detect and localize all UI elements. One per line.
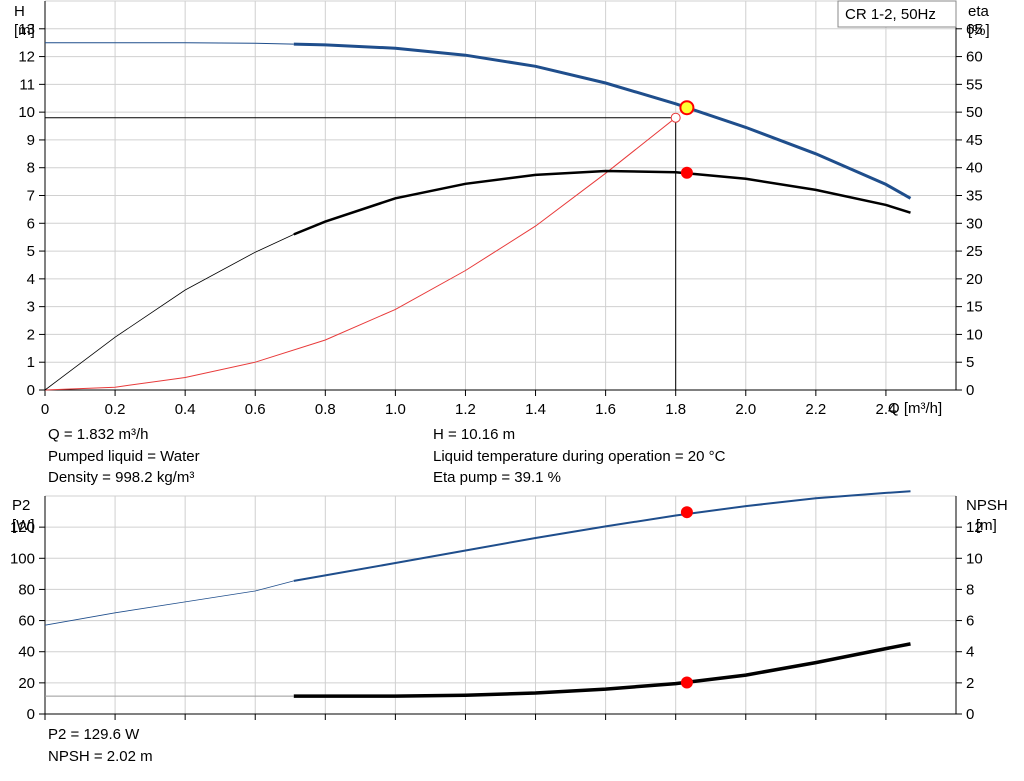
npsh-operating-point <box>680 676 693 689</box>
p2-curve-extrapolated <box>44 580 294 626</box>
chart-title: CR 1-2, 50Hz <box>845 6 936 23</box>
eta-curve-extrapolated <box>44 234 294 391</box>
q-axis-title: Q [m³/h] <box>888 400 942 417</box>
top-left-tick-label: 4 <box>27 271 35 288</box>
h-axis-unit: [m] <box>14 22 35 39</box>
eta-curve <box>293 169 911 236</box>
top-right-tick-label: 15 <box>966 299 983 316</box>
p2-curve <box>293 490 911 582</box>
npsh-curve <box>293 642 911 698</box>
bottom-left-tick-label: 20 <box>18 675 35 692</box>
top-left-tick-label: 2 <box>27 326 35 343</box>
npsh-axis-unit: [m] <box>976 517 997 534</box>
top-x-tick-label: 2.0 <box>735 401 756 418</box>
bottom-left-tick-label: 120 <box>10 519 35 536</box>
top-right-tick-label: 30 <box>966 215 983 232</box>
bottom-right-tick-label: 0 <box>966 706 974 723</box>
top-left-tick-label: 6 <box>27 215 35 232</box>
top-left-tick-label: 13 <box>18 21 35 38</box>
top-x-tick-label: 0 <box>41 401 49 418</box>
bottom-right-tick-label: 8 <box>966 581 974 598</box>
info-p2: P2 = 129.6 W <box>48 726 140 743</box>
top-right-tick-label: 50 <box>966 104 983 121</box>
info-temperature: Liquid temperature during operation = 20… <box>433 448 726 465</box>
head-curve <box>293 42 912 200</box>
bottom-chart-panel: 0 20 40 60 80 100 120 0 2 4 6 8 10 12 <box>10 490 983 723</box>
p2-operating-point <box>680 506 693 519</box>
top-right-tick-label: 45 <box>966 132 983 149</box>
top-right-tick-label: 25 <box>966 243 983 260</box>
chart-title-box: CR 1-2, 50Hz <box>837 0 957 28</box>
top-right-tick-label: 35 <box>966 188 983 205</box>
info-density: Density = 998.2 kg/m³ <box>48 469 194 486</box>
npsh-axis-title: NPSH <box>966 497 1008 514</box>
top-x-tick-label: 0.4 <box>175 401 196 418</box>
top-left-tick-label: 11 <box>19 76 35 93</box>
bottom-right-tick-label: 12 <box>966 519 983 536</box>
p2-axis-title: P2 <box>12 497 30 514</box>
top-left-tick-label: 5 <box>27 243 35 260</box>
info-h: H = 10.16 m <box>433 426 515 443</box>
p2-axis-unit: [W] <box>12 517 35 534</box>
bottom-left-tick-label: 60 <box>18 613 35 630</box>
bottom-left-tick-label: 40 <box>18 644 35 661</box>
top-left-tick-label: 8 <box>27 160 35 177</box>
top-x-tick-label: 1.0 <box>385 401 406 418</box>
eta-axis-title: eta <box>968 3 990 20</box>
eta-axis-unit: [%] <box>968 22 990 39</box>
bottom-left-tick-label: 80 <box>18 581 35 598</box>
top-x-tick-label: 1.8 <box>665 401 686 418</box>
bottom-right-tick-label: 4 <box>966 644 974 661</box>
top-left-tick-label: 10 <box>18 104 35 121</box>
top-x-tick-label: 0.2 <box>105 401 126 418</box>
bottom-right-tick-label: 6 <box>966 613 974 630</box>
top-chart-panel: 0123456789101112130510152025303540455055… <box>18 0 983 418</box>
top-x-tick-label: 1.6 <box>595 401 616 418</box>
h-axis-title: H <box>14 3 25 20</box>
system-point-marker <box>670 112 681 123</box>
top-left-tick-label: 0 <box>27 382 35 399</box>
top-left-tick-label: 12 <box>18 49 35 66</box>
top-right-tick-label: 20 <box>966 271 983 288</box>
info-q: Q = 1.832 m³/h <box>48 426 148 443</box>
bottom-left-tick-label: 100 <box>10 550 35 567</box>
top-right-tick-label: 65 <box>966 21 983 38</box>
info-liquid: Pumped liquid = Water <box>48 448 200 465</box>
top-left-tick-label: 3 <box>27 299 35 316</box>
top-x-tick-label: 1.2 <box>455 401 476 418</box>
top-left-tick-label: 1 <box>27 354 35 371</box>
bottom-left-tick-label: 0 <box>27 706 35 723</box>
top-x-tick-label: 1.4 <box>525 401 546 418</box>
top-right-tick-label: 0 <box>966 382 974 399</box>
top-left-tick-label: 9 <box>27 132 35 149</box>
top-right-tick-label: 5 <box>966 354 974 371</box>
head-operating-point <box>679 100 695 116</box>
top-right-tick-label: 60 <box>966 49 983 66</box>
top-right-tick-label: 10 <box>966 326 983 343</box>
bottom-right-tick-label: 10 <box>966 550 983 567</box>
top-x-tick-label: 0.8 <box>315 401 336 418</box>
system-curve <box>44 117 677 391</box>
top-left-tick-label: 7 <box>27 188 35 205</box>
eta-operating-point <box>680 166 693 179</box>
head-curve-extrapolated <box>45 42 294 45</box>
top-x-tick-label: 0.6 <box>245 401 266 418</box>
info-npsh: NPSH = 2.02 m <box>48 748 153 765</box>
info-eta: Eta pump = 39.1 % <box>433 469 561 486</box>
top-right-tick-label: 55 <box>966 76 983 93</box>
top-right-tick-label: 40 <box>966 160 983 177</box>
bottom-right-tick-label: 2 <box>966 675 974 692</box>
top-x-tick-label: 2.2 <box>805 401 826 418</box>
top-x-tick-label: 2.4 <box>875 401 896 418</box>
